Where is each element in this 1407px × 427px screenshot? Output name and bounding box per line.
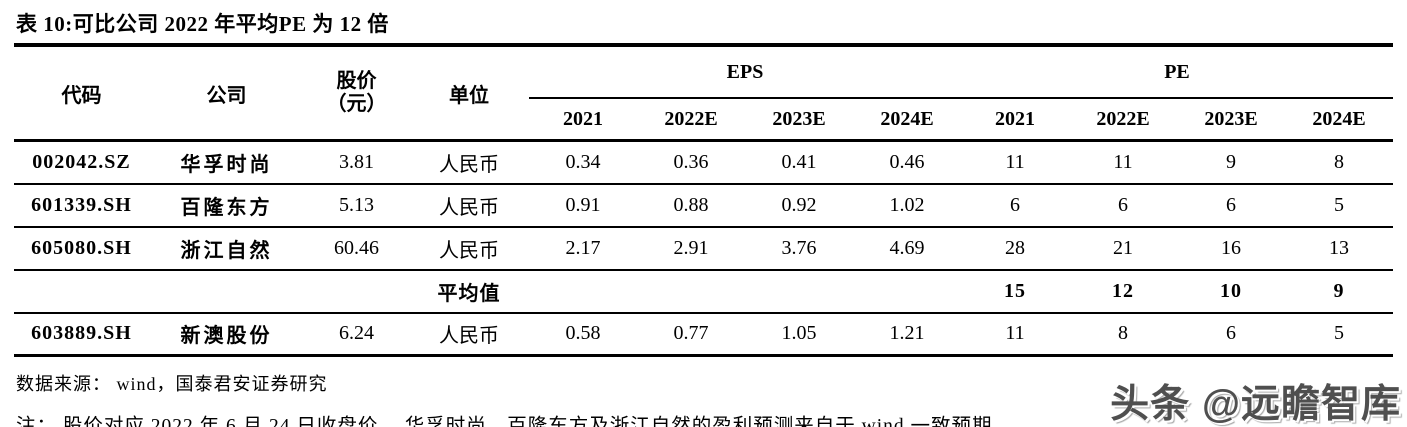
cell-avg-pe: 10 [1220,279,1242,302]
cell-empty [304,270,409,313]
cell-empty [745,270,853,313]
cell-pe: 6 [1010,193,1020,216]
cell-eps: 0.92 [781,193,817,216]
cell-pe: 5 [1334,322,1344,345]
cell-unit: 人民币 [439,196,499,219]
watermark: 头条 @远瞻智库 [1110,383,1401,426]
cell-eps: 0.41 [781,150,817,173]
cell-eps: 4.69 [889,236,925,259]
cell-price: 3.81 [339,150,374,173]
header-pe-year-2022e: 2022E [1096,107,1150,130]
cell-pe: 11 [1113,150,1133,173]
header-pe-year-2024e: 2024E [1312,107,1366,130]
header-code: 代码 [61,84,102,107]
header-eps-year-2022e: 2022E [664,107,718,130]
cell-company: 百隆东方 [180,196,273,219]
header-price-line2: （元） [326,93,387,115]
pe-comparison-table: 代码 公司 股价 （元） 单位 EPS PE 2021 2022E 2023E … [14,43,1393,357]
cell-avg-pe: 12 [1112,279,1134,302]
table-row: 601339.SH 百隆东方 5.13 人民币 0.91 0.88 0.92 1… [14,184,1393,227]
cell-eps: 0.34 [565,150,601,173]
header-pe-group: PE [961,45,1393,99]
cell-eps: 0.46 [889,150,925,173]
table-row: 603889.SH 新澳股份 6.24 人民币 0.58 0.77 1.05 1… [14,313,1393,356]
header-unit: 单位 [449,84,489,107]
cell-eps: 3.76 [781,236,817,259]
cell-eps: 0.36 [673,150,709,173]
header-company: 公司 [206,84,247,107]
cell-unit: 人民币 [439,239,499,262]
header-price: 股价 （元） [304,45,409,141]
table-header: 代码 公司 股价 （元） 单位 EPS PE 2021 2022E 2023E … [14,45,1393,141]
cell-pe: 5 [1334,193,1344,216]
cell-pe: 11 [1005,150,1025,173]
cell-eps: 2.17 [565,236,601,259]
cell-pe: 6 [1118,193,1128,216]
cell-pe: 8 [1334,150,1344,173]
cell-pe: 9 [1226,150,1236,173]
cell-pe: 21 [1113,236,1133,259]
header-eps-group: EPS [529,45,961,99]
cell-eps: 1.02 [889,193,925,216]
table-title: 表 10:可比公司 2022 年平均PE 为 12 倍 [16,12,389,36]
cell-code: 603889.SH [31,322,132,345]
cell-empty [14,270,149,313]
cell-pe: 13 [1329,236,1349,259]
cell-empty [637,270,745,313]
footnote: 注： 股价对应 2022 年 6 月 24 日收盘价， 华孚时尚、百隆东方及浙江… [16,416,993,427]
cell-avg-pe: 9 [1333,279,1345,302]
cell-code: 605080.SH [31,236,132,259]
cell-unit: 人民币 [439,153,499,176]
cell-pe: 6 [1226,193,1236,216]
header-pe-year-2023e: 2023E [1204,107,1258,130]
cell-eps: 2.91 [673,236,709,259]
header-eps-year-2024e: 2024E [880,107,934,130]
header-eps-year-2021: 2021 [563,107,603,130]
average-row: 平均值 15 12 10 9 [14,270,1393,313]
table-row: 002042.SZ 华孚时尚 3.81 人民币 0.34 0.36 0.41 0… [14,141,1393,184]
cell-company: 华孚时尚 [180,153,273,176]
cell-eps: 0.91 [565,193,601,216]
cell-unit: 人民币 [439,325,499,348]
cell-empty [149,270,304,313]
cell-code: 002042.SZ [32,150,131,173]
cell-price: 6.24 [339,322,374,345]
cell-avg-pe: 15 [1004,279,1026,302]
header-eps-year-2023e: 2023E [772,107,826,130]
cell-pe: 28 [1005,236,1025,259]
cell-empty [853,270,961,313]
cell-code: 601339.SH [31,193,132,216]
cell-eps: 0.58 [565,322,601,345]
cell-empty [529,270,637,313]
average-label: 平均值 [437,282,501,305]
cell-eps: 1.05 [781,322,817,345]
cell-pe: 11 [1005,322,1025,345]
cell-eps: 1.21 [889,322,925,345]
cell-pe: 16 [1221,236,1241,259]
cell-pe: 6 [1226,322,1236,345]
cell-price: 5.13 [339,193,374,216]
header-pe-year-2021: 2021 [995,107,1035,130]
cell-price: 60.46 [334,236,379,259]
header-price-line1: 股价 [336,70,377,92]
cell-eps: 0.77 [673,322,709,345]
data-source-note: 数据来源： wind，国泰君安证券研究 [16,374,328,394]
table-row: 605080.SH 浙江自然 60.46 人民币 2.17 2.91 3.76 … [14,227,1393,270]
cell-company: 新澳股份 [180,325,273,348]
cell-company: 浙江自然 [180,239,273,262]
cell-eps: 0.88 [673,193,709,216]
cell-pe: 8 [1118,322,1128,345]
